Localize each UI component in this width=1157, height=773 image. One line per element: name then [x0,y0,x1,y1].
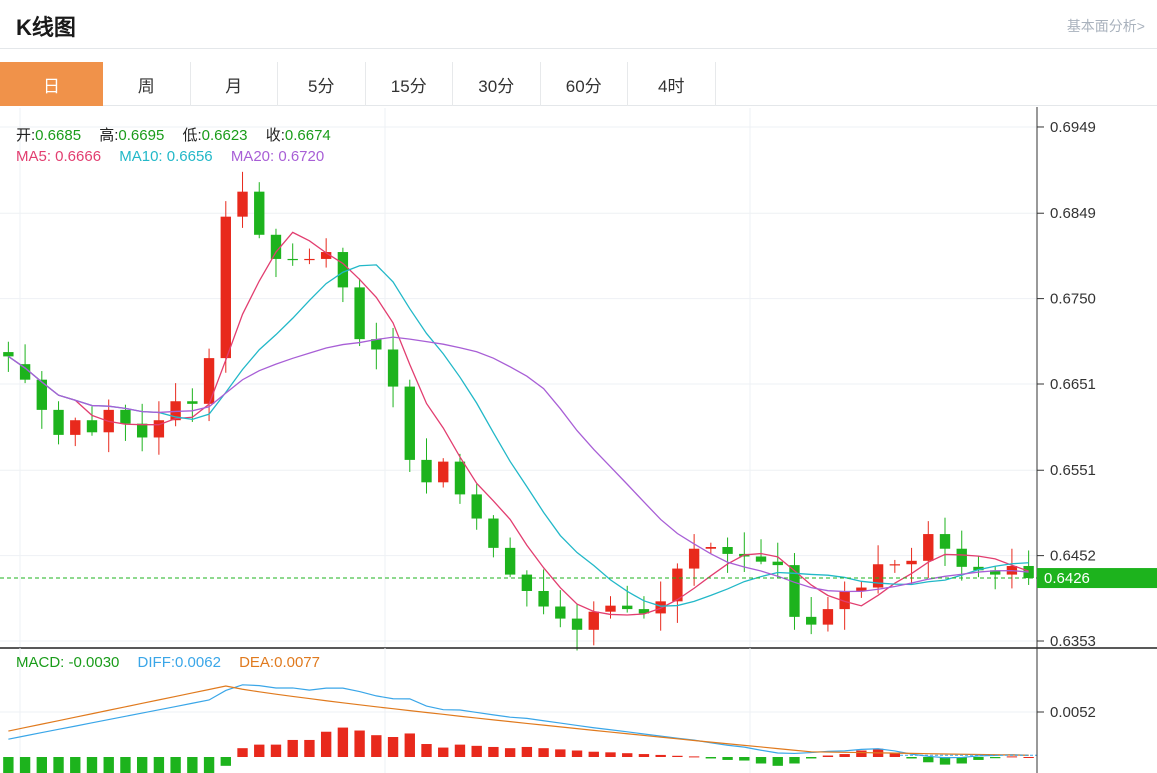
svg-text:0.6651: 0.6651 [1050,376,1096,393]
svg-text:0.6849: 0.6849 [1050,205,1096,222]
svg-text:0.6426: 0.6426 [1044,570,1090,587]
svg-text:0.6551: 0.6551 [1050,462,1096,479]
svg-text:0.6949: 0.6949 [1050,119,1096,136]
svg-text:0.6750: 0.6750 [1050,291,1096,308]
svg-text:0.6452: 0.6452 [1050,548,1096,565]
svg-text:0.0052: 0.0052 [1050,704,1096,721]
